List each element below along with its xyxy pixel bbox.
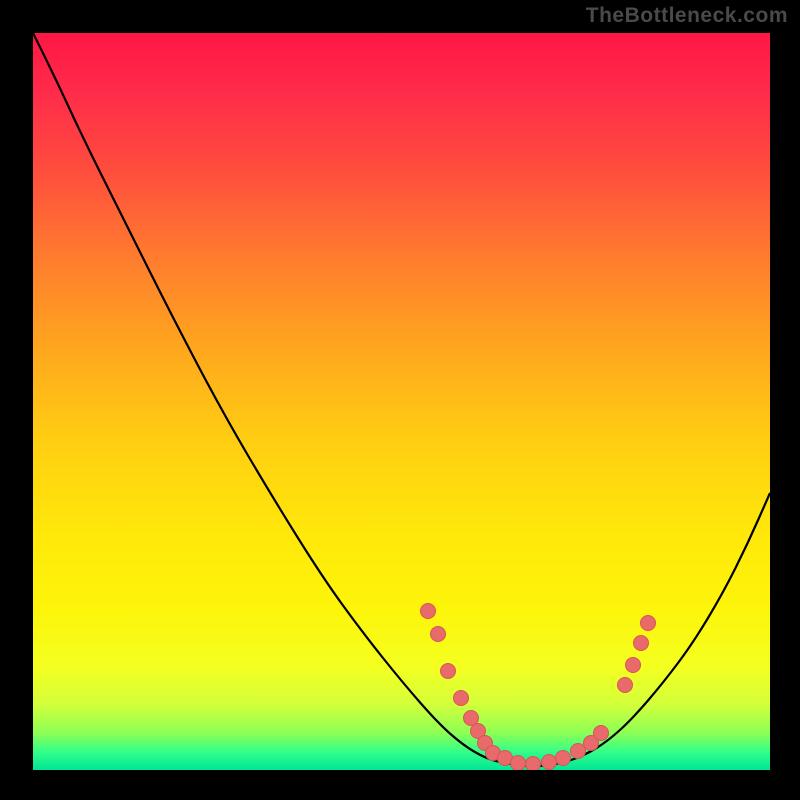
data-marker	[441, 664, 456, 679]
data-marker	[641, 616, 656, 631]
marker-group	[421, 604, 656, 771]
chart-container: TheBottleneck.com	[0, 0, 800, 800]
data-marker	[511, 756, 526, 771]
attribution-text: TheBottleneck.com	[586, 4, 788, 28]
data-marker	[626, 658, 641, 673]
data-marker	[454, 691, 469, 706]
data-marker	[571, 744, 586, 759]
data-marker	[634, 636, 649, 651]
data-marker	[431, 627, 446, 642]
data-marker	[421, 604, 436, 619]
data-marker	[594, 726, 609, 741]
curve-overlay	[33, 33, 770, 770]
data-marker	[526, 757, 541, 771]
data-marker	[542, 755, 557, 770]
data-marker	[618, 678, 633, 693]
data-marker	[556, 751, 571, 766]
bottleneck-curve	[33, 33, 770, 766]
plot-area	[33, 33, 770, 770]
